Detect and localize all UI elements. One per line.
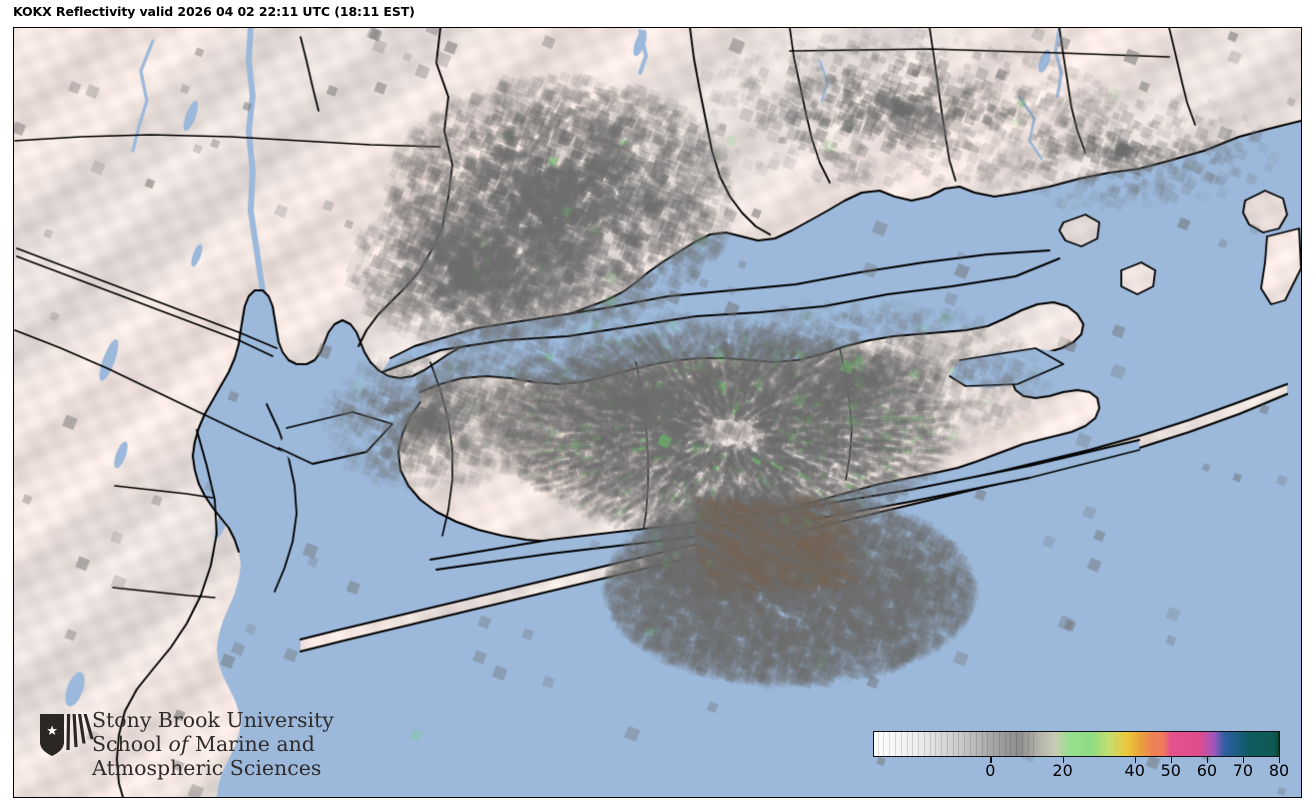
colorbar-bin-divider xyxy=(993,732,994,756)
colorbar-bin-divider xyxy=(1027,732,1029,756)
colorbar-tick-label: 20 xyxy=(1052,761,1073,780)
colorbar-bin-divider xyxy=(1021,732,1023,756)
colorbar-bin-divider xyxy=(987,732,989,756)
title-bar: KOKX Reflectivity valid 2026 04 02 22:11… xyxy=(0,0,1316,27)
colorbar-bin-divider xyxy=(1004,732,1006,756)
colorbar-bin-divider xyxy=(935,732,937,756)
radar-map-frame[interactable] xyxy=(13,27,1302,798)
colorbar-bin-divider xyxy=(1016,732,1018,756)
colorbar-tick-axis: 0 20 40 50 60 70 80 xyxy=(873,757,1289,787)
colorbar-tick xyxy=(1170,757,1173,763)
colorbar-tick xyxy=(990,757,992,763)
reflectivity-colorbar-legend: 0 20 40 50 60 70 80 xyxy=(873,731,1289,787)
colorbar-tick xyxy=(1279,757,1281,763)
colorbar-bin-divider xyxy=(912,732,914,756)
colorbar-gradient xyxy=(873,731,1280,757)
colorbar-tick-label: 60 xyxy=(1196,761,1218,780)
colorbar-bin-divider xyxy=(946,732,948,756)
colorbar-tick xyxy=(1062,757,1064,763)
colorbar-bin-divider xyxy=(970,732,971,756)
colorbar-bin-divider xyxy=(894,732,896,756)
colorbar-tick-label: 70 xyxy=(1232,761,1254,780)
colorbar-bin-divider xyxy=(958,732,960,756)
colorbar-tick xyxy=(1206,757,1209,763)
colorbar-bin-divider xyxy=(918,732,919,756)
colorbar-bin-divider xyxy=(929,732,931,756)
colorbar-bin-divider xyxy=(952,732,954,756)
page-title: KOKX Reflectivity valid 2026 04 02 22:11… xyxy=(13,4,415,19)
colorbar-bin-divider xyxy=(998,732,1000,756)
colorbar-tick-label: 0 xyxy=(985,761,996,780)
colorbar-gradient-fill xyxy=(874,732,1279,756)
colorbar-bin-divider xyxy=(889,732,891,756)
colorbar-tick-label: 40 xyxy=(1124,761,1145,780)
colorbar-tick-label: 80 xyxy=(1268,761,1290,780)
colorbar-bin-divider xyxy=(975,732,977,756)
colorbar-bin-divider xyxy=(1033,732,1035,756)
colorbar-tick xyxy=(1242,757,1245,763)
colorbar-tick xyxy=(1134,757,1137,763)
colorbar-bin-divider xyxy=(964,732,966,756)
colorbar-bin-divider xyxy=(1010,732,1012,756)
colorbar-bin-divider xyxy=(900,732,902,756)
colorbar-bin-divider xyxy=(906,732,908,756)
colorbar-bin-divider xyxy=(981,732,983,756)
colorbar-bin-divider xyxy=(923,732,925,756)
colorbar-bin-divider xyxy=(877,732,879,756)
radar-map-canvas[interactable] xyxy=(14,28,1301,797)
colorbar-bin-divider xyxy=(941,732,943,756)
colorbar-bin-divider xyxy=(883,732,885,756)
colorbar-tick-label: 50 xyxy=(1160,761,1181,780)
